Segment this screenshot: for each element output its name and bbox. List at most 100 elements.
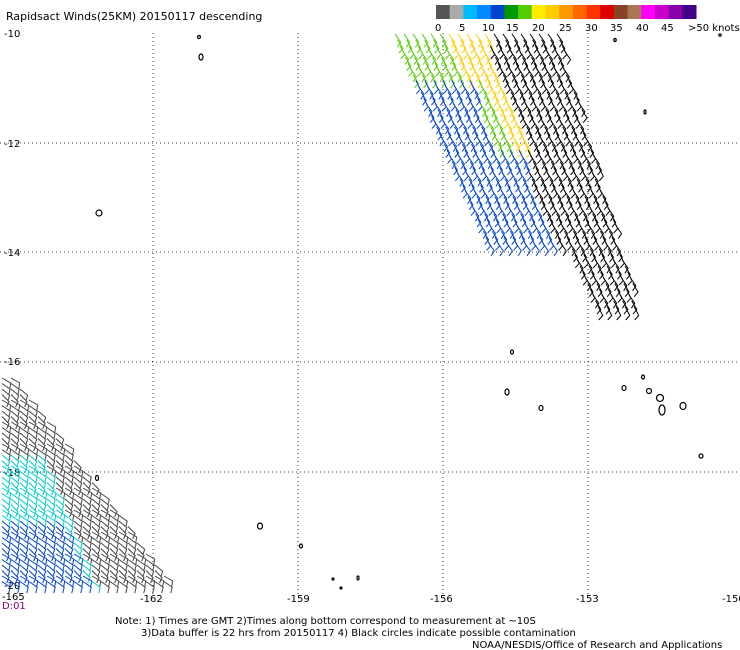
wind-barb [518,109,525,124]
wind-barb [587,283,594,298]
colorbar-swatch [572,5,588,19]
wind-barb [82,487,93,499]
wind-barb [82,471,92,484]
wind-barb [1,564,11,578]
wind-barb [519,172,527,187]
wind-barb [118,564,128,578]
wind-barb [64,531,75,543]
wind-barb [556,74,564,89]
wind-barb [73,471,83,484]
wind-barb [145,553,156,565]
wind-barb [10,542,20,556]
wind-swath-north [394,33,640,321]
wind-barb [10,570,19,584]
wind-barb [513,178,520,193]
wind-barb [82,542,92,556]
wind-barb [10,564,20,578]
wind-barb [118,520,128,534]
wind-barb [472,207,480,222]
wind-barb [19,471,29,484]
wind-barb [494,56,502,71]
wind-barb [91,537,101,550]
wind-barb [73,504,82,518]
wind-barb [10,443,21,455]
lat-label-10: -10 [4,29,20,40]
wind-barb [19,559,29,572]
wind-barb [37,498,47,512]
wind-barb [127,542,137,556]
wind-barb [109,526,118,540]
wind-barb [10,504,19,518]
wind-barb [560,242,567,257]
wind-barb [424,39,431,54]
wind-barb [402,51,410,65]
wind-barb [521,56,529,71]
wind-barb [483,172,491,187]
wind-barb [10,553,21,565]
wind-barb [534,225,542,239]
wind-barb [46,548,55,562]
wind-barb [486,138,494,152]
wind-barb [64,476,74,490]
wind-barb [479,103,487,118]
wind-barb [494,196,501,211]
wind-barb [91,520,101,534]
wind-barb [571,248,579,263]
wind-barb [589,248,597,263]
wind-barb [127,553,138,565]
wind-barb [1,405,11,418]
wind-barb [517,207,525,222]
wind-barb [446,68,453,83]
wind-barb [512,56,520,71]
wind-barb [19,405,29,418]
wind-barb [555,51,563,65]
wind-barb [109,564,119,578]
graticule [0,33,740,594]
wind-barb [566,196,573,211]
wind-barb [404,56,412,71]
wind-barb [486,178,493,193]
wind-barb [484,74,492,89]
wind-barb [476,196,483,211]
wind-barb [473,109,480,124]
wind-barb [10,399,21,411]
colorbar-swatch [641,5,656,19]
wind-barb [572,109,579,124]
wind-barb [464,68,471,83]
wind-barb [522,178,529,193]
wind-barb [19,542,29,556]
wind-barb [574,213,581,228]
wind-barb [623,283,630,298]
wind-barb [1,476,11,490]
wind-barb [447,91,454,106]
wind-barb [28,432,38,446]
wind-barb [508,207,516,222]
wind-barb [10,432,20,446]
wind-barb [417,85,425,100]
wind-barb [454,126,461,141]
wind-barb [28,460,37,474]
wind-barb [136,564,146,578]
wind-barb [46,443,57,455]
wind-barb [118,553,129,565]
date-code: D:01 [2,601,26,612]
wind-barb [10,394,19,408]
wind-barb [573,91,580,106]
wind-barb [457,74,465,89]
wind-barb [569,103,577,118]
wind-barb [1,542,11,556]
wind-barb [420,91,427,106]
wind-barb [567,178,574,193]
wind-barb [37,531,48,543]
wind-barb [1,537,11,550]
wind-barb [91,515,101,528]
wind-barb [524,242,531,257]
wind-barb [482,109,489,124]
wind-barb [19,570,28,584]
wind-barb [127,531,138,543]
colorbar-tick-label: 30 [585,23,598,34]
wind-barb [544,126,551,141]
wind-barb [64,493,74,506]
colorbar-swatch [559,5,574,19]
wind-barb [567,138,575,152]
